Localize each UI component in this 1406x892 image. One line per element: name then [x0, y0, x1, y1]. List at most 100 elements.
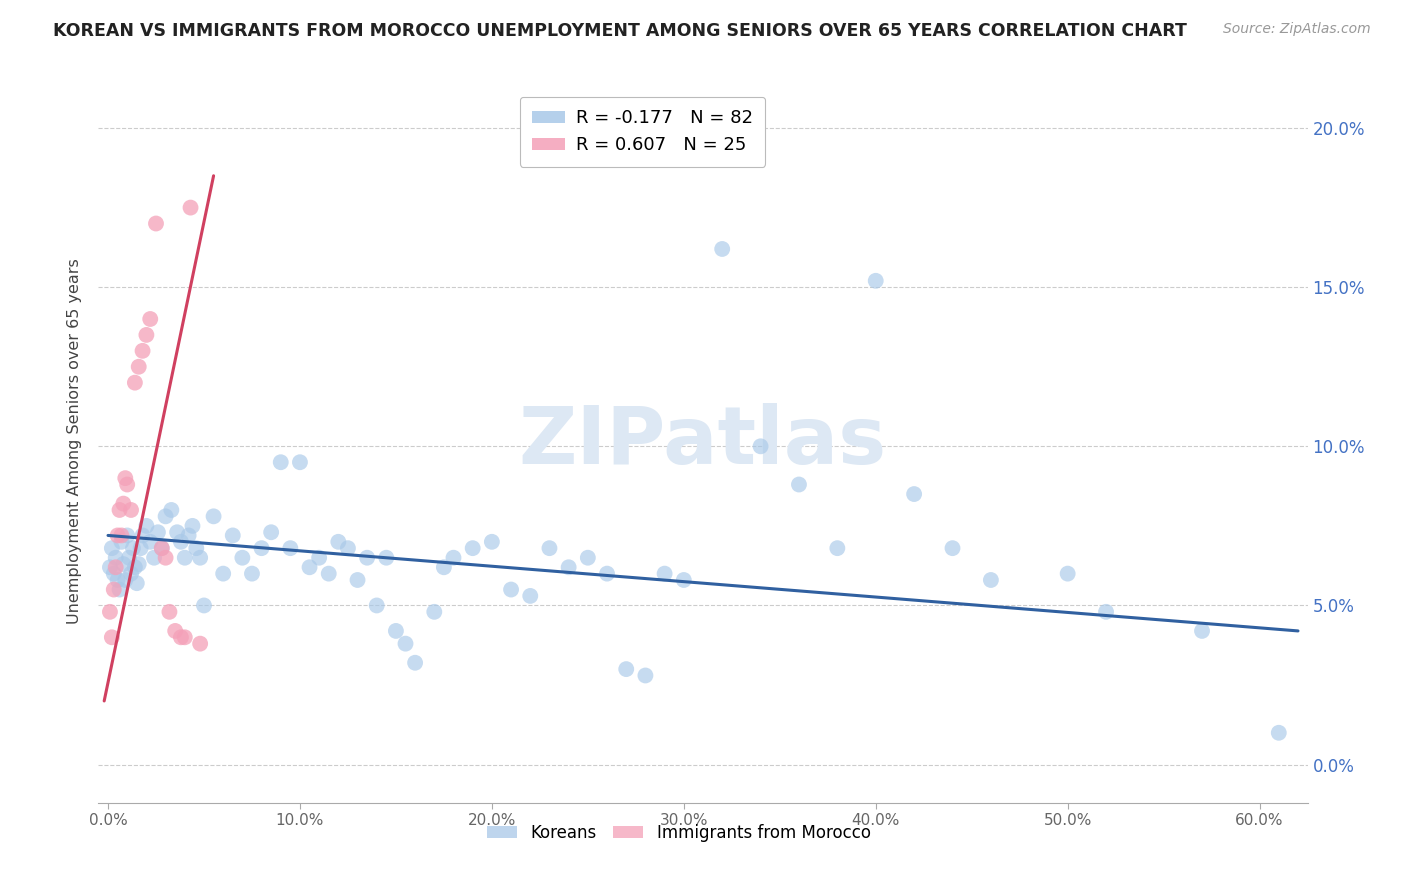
Point [903, 487, 925, 501]
Point [107, 573, 129, 587]
Point [124, 560, 146, 574]
Point [672, 573, 695, 587]
Point [433, 560, 456, 574]
Point [576, 550, 599, 565]
Point [385, 624, 408, 638]
Point [107, 528, 129, 542]
Point [118, 550, 141, 565]
Point [346, 573, 368, 587]
Point [288, 455, 311, 469]
Point [1095, 605, 1118, 619]
Point [155, 550, 177, 565]
Point [634, 668, 657, 682]
Point [131, 528, 153, 542]
Point [131, 343, 153, 358]
Point [180, 201, 202, 215]
Point [499, 582, 522, 597]
Point [260, 525, 283, 540]
Point [1191, 624, 1213, 638]
Point [135, 519, 157, 533]
Point [980, 573, 1002, 587]
Point [128, 557, 150, 571]
Point [139, 312, 162, 326]
Point [120, 566, 142, 581]
Point [124, 376, 146, 390]
Point [160, 503, 183, 517]
Point [146, 525, 169, 540]
Point [101, 630, 124, 644]
Point [110, 534, 132, 549]
Point [519, 589, 541, 603]
Point [654, 566, 676, 581]
Point [150, 541, 173, 556]
Point [173, 550, 195, 565]
Point [1056, 566, 1078, 581]
Point [122, 541, 145, 556]
Legend: Koreans, Immigrants from Morocco: Koreans, Immigrants from Morocco [481, 817, 877, 848]
Point [103, 582, 125, 597]
Point [115, 528, 138, 542]
Point [481, 534, 503, 549]
Point [101, 541, 124, 556]
Point [202, 509, 225, 524]
Point [165, 624, 187, 638]
Point [170, 630, 193, 644]
Point [231, 550, 253, 565]
Point [941, 541, 963, 556]
Text: KOREAN VS IMMIGRANTS FROM MOROCCO UNEMPLOYMENT AMONG SENIORS OVER 65 YEARS CORRE: KOREAN VS IMMIGRANTS FROM MOROCCO UNEMPL… [53, 22, 1187, 40]
Point [308, 550, 330, 565]
Point [443, 550, 465, 565]
Point [173, 630, 195, 644]
Point [188, 550, 211, 565]
Point [114, 471, 136, 485]
Point [112, 557, 135, 571]
Point [98, 560, 121, 574]
Point [104, 560, 127, 574]
Point [108, 503, 131, 517]
Point [270, 455, 292, 469]
Point [394, 637, 416, 651]
Point [461, 541, 484, 556]
Point [328, 534, 350, 549]
Point [280, 541, 302, 556]
Point [135, 327, 157, 342]
Point [240, 566, 263, 581]
Point [212, 566, 235, 581]
Point [366, 599, 388, 613]
Text: Source: ZipAtlas.com: Source: ZipAtlas.com [1223, 22, 1371, 37]
Point [177, 528, 200, 542]
Point [115, 477, 138, 491]
Point [557, 560, 579, 574]
Point [170, 534, 193, 549]
Point [749, 439, 772, 453]
Point [787, 477, 810, 491]
Point [150, 541, 173, 556]
Point [404, 656, 426, 670]
Point [103, 566, 125, 581]
Point [125, 576, 148, 591]
Point [114, 573, 136, 587]
Point [110, 528, 132, 542]
Point [222, 528, 245, 542]
Y-axis label: Unemployment Among Seniors over 65 years: Unemployment Among Seniors over 65 years [67, 259, 83, 624]
Point [129, 541, 152, 556]
Point [356, 550, 378, 565]
Point [336, 541, 359, 556]
Point [188, 637, 211, 651]
Point [159, 605, 181, 619]
Point [155, 509, 177, 524]
Point [711, 242, 734, 256]
Point [318, 566, 340, 581]
Point [139, 534, 162, 549]
Point [108, 582, 131, 597]
Point [112, 497, 135, 511]
Point [1268, 725, 1291, 739]
Point [827, 541, 849, 556]
Point [298, 560, 321, 574]
Point [375, 550, 398, 565]
Point [186, 541, 208, 556]
Point [865, 274, 887, 288]
Point [166, 525, 188, 540]
Point [145, 217, 167, 231]
Point [120, 503, 142, 517]
